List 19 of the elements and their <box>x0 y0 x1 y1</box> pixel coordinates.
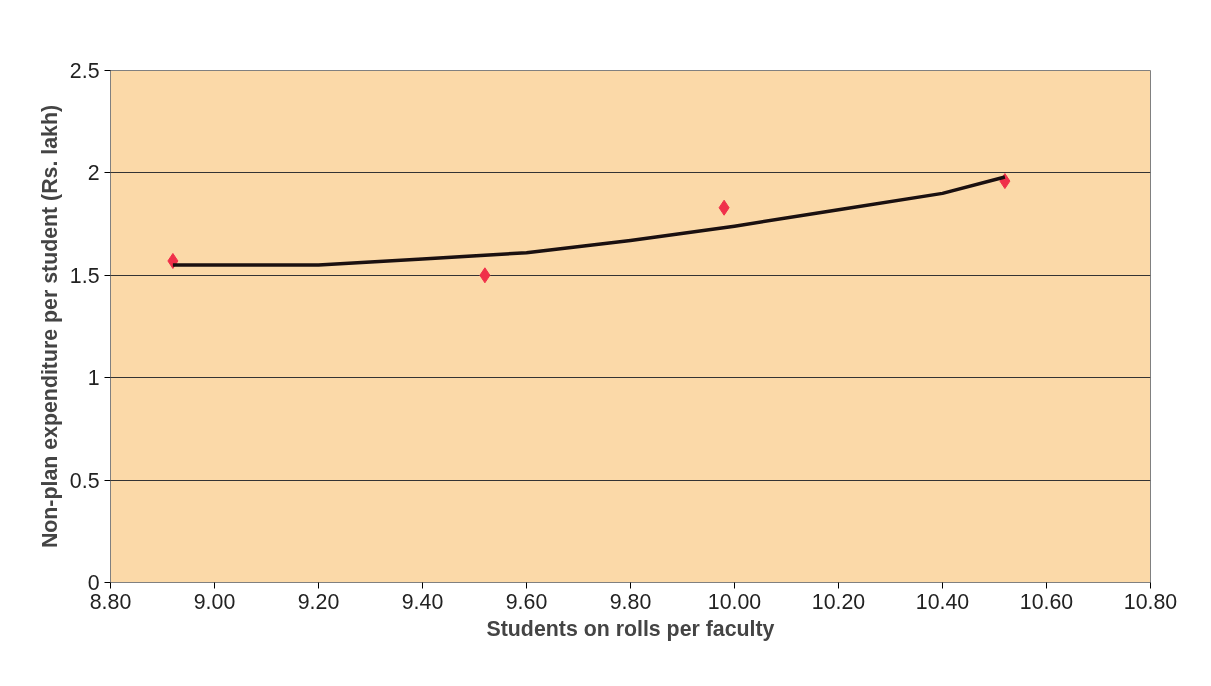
point <box>718 199 730 216</box>
x-tick-label: 9.20 <box>297 589 340 614</box>
point <box>479 267 491 284</box>
x-tick-label: 10.80 <box>1123 589 1178 614</box>
x-tick-label: 10.60 <box>1019 589 1074 614</box>
x-tick-label: 9.00 <box>193 589 236 614</box>
x-tick-label: 9.40 <box>401 589 444 614</box>
x-tick-label: 9.60 <box>505 589 548 614</box>
y-tick-label: 2 <box>87 161 100 186</box>
x-tick-label: 10.40 <box>915 589 970 614</box>
x-tick-label: 9.80 <box>609 589 652 614</box>
x-axis-title: Students on rolls per faculty <box>486 616 775 641</box>
y-tick-label: 1 <box>87 366 100 391</box>
x-tick-label: 10.20 <box>811 589 866 614</box>
y-axis-title: Non-plan expenditure per student (Rs. lakh) <box>37 104 62 549</box>
y-tick-label: 0.5 <box>69 468 100 493</box>
x-tick-label: 10.00 <box>707 589 762 614</box>
y-tick-label: 1.5 <box>69 263 100 288</box>
y-tick-label: 2.5 <box>69 59 100 83</box>
